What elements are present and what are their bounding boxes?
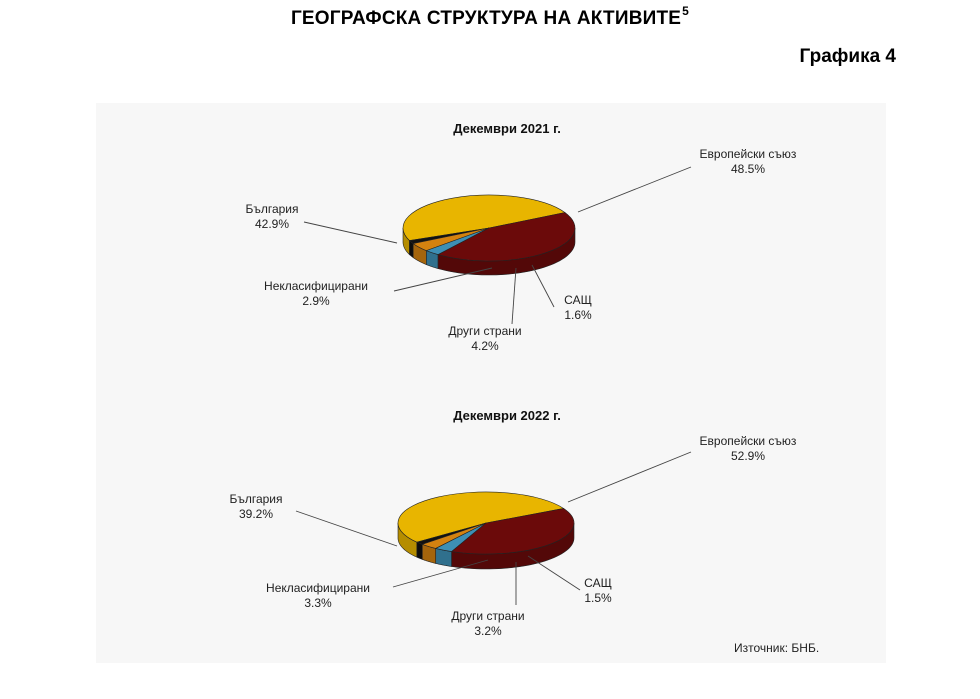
slice-label-usa: САЩ (564, 293, 592, 307)
slice-label-bulgaria: България (229, 492, 282, 506)
slice-value-eu: 52.9% (731, 449, 765, 463)
slice-value-unclassified: 3.3% (304, 596, 332, 610)
slice-label-unclassified: Некласифицирани (264, 279, 368, 293)
pie-slice-bulgaria (437, 212, 576, 262)
slice-value-other-countries: 3.2% (474, 624, 502, 638)
pie-slice-eu (397, 491, 565, 543)
chart-title: Декември 2022 г. (453, 408, 561, 423)
leader-line-unclassified (393, 267, 493, 292)
leader-line-eu (567, 451, 692, 503)
leader-line-eu (577, 166, 692, 213)
title-footnote: 5 (682, 4, 690, 18)
pie-side-usa (416, 541, 423, 560)
pie-slice-bulgaria (450, 508, 575, 555)
pie-slice-eu (402, 194, 566, 241)
slice-value-bulgaria: 39.2% (239, 507, 273, 521)
leader-line-usa (531, 264, 555, 308)
slice-value-usa: 1.5% (584, 591, 612, 605)
slice-value-unclassified: 2.9% (302, 294, 330, 308)
chart-title: Декември 2021 г. (453, 121, 561, 136)
leader-line-usa (527, 555, 581, 591)
page-title: ГЕОГРАФСКА СТРУКТУРА НА АКТИВИТЕ5 (0, 4, 980, 30)
slice-value-usa: 1.6% (564, 308, 592, 322)
slice-label-eu: Европейски съюз (700, 434, 797, 448)
slice-label-unclassified: Некласифицирани (266, 581, 370, 595)
slice-value-eu: 48.5% (731, 162, 765, 176)
leader-line-bulgaria (303, 221, 398, 244)
leader-line-other-countries (511, 267, 517, 325)
slice-label-eu: Европейски съюз (700, 147, 797, 161)
slice-value-bulgaria: 42.9% (255, 217, 289, 231)
slice-label-other-countries: Други страни (451, 609, 524, 623)
page-title-text: ГЕОГРАФСКА СТРУКТУРА НА АКТИВИТЕ (290, 8, 682, 29)
slice-label-bulgaria: България (245, 202, 298, 216)
chart-number: Графика 4 (799, 46, 896, 67)
slice-label-usa: САЩ (584, 576, 612, 590)
leader-line-unclassified (392, 559, 489, 588)
leader-line-bulgaria (295, 510, 398, 547)
source-note: Източник: БНБ. (734, 641, 820, 655)
slice-value-other-countries: 4.2% (471, 339, 499, 353)
slice-label-other-countries: Други страни (448, 324, 521, 338)
